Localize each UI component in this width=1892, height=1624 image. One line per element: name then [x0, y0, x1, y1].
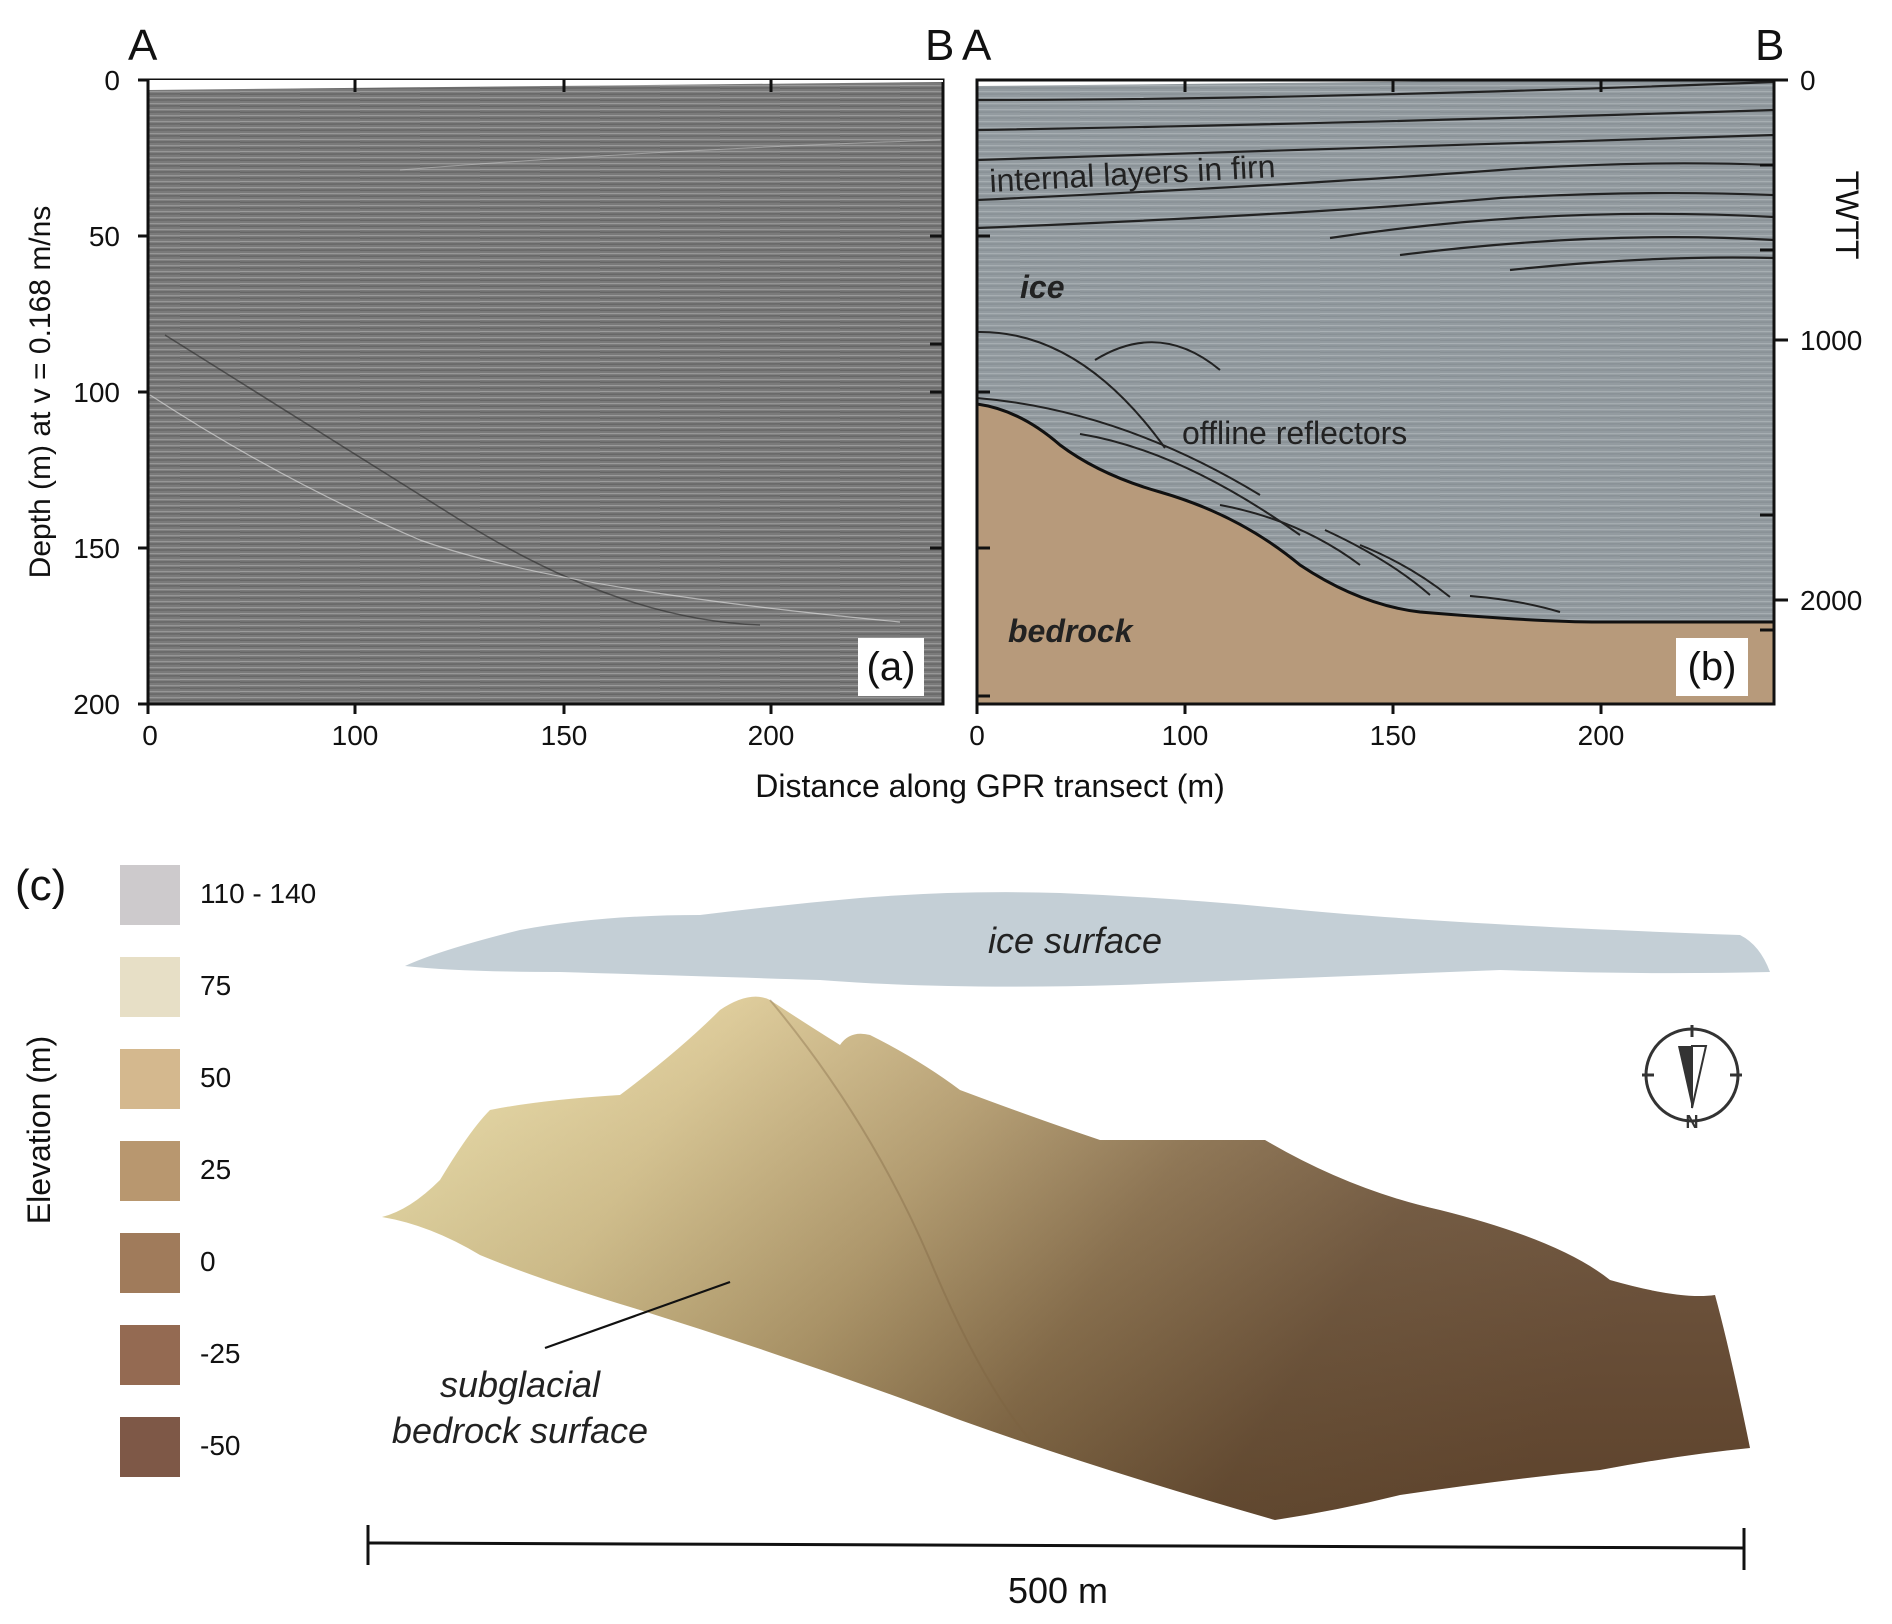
panel-a-xtick-label: 0 — [142, 720, 158, 751]
panel-b: 0 100 150 200 0 1000 2000 TWTT A B inter… — [962, 21, 1865, 751]
legend-swatch — [120, 1141, 180, 1201]
panel-b-offline-reflectors — [976, 330, 1561, 613]
elevation-legend: 110 - 140 75 50 25 0 -25 -50 — [120, 865, 316, 1477]
panel-a-ytick-label: 0 — [104, 65, 120, 96]
panel-c: (c) Elevation (m) 110 - 140 75 50 25 0 -… — [15, 861, 1770, 1611]
panel-b-bottom-ticks — [975, 704, 1603, 714]
legend-label: 25 — [200, 1154, 231, 1185]
panel-a-ytick-labels: 0 50 100 150 200 — [73, 65, 120, 720]
panel-b-right-tick-labels: 0 1000 2000 — [1800, 65, 1862, 616]
bedrock-label-line1: subglacial — [440, 1364, 601, 1405]
panel-b-label: (b) — [1688, 645, 1737, 689]
panel-b-xtick-label: 150 — [1370, 720, 1417, 751]
legend-swatch — [120, 1325, 180, 1385]
panel-a-corner-a: A — [128, 21, 158, 70]
panel-a-reflector-dipping — [164, 334, 761, 626]
panel-b-xtick-label: 200 — [1578, 720, 1625, 751]
panel-a-top-surface — [148, 80, 943, 90]
panel-a-right-ticks — [930, 234, 943, 550]
panel-b-right-tick-label: 0 — [1800, 65, 1816, 96]
panel-b-bedrock-interface — [976, 402, 1774, 624]
panel-b-xtick-labels: 0 100 150 200 — [969, 720, 1624, 751]
panel-c-label: (c) — [15, 861, 66, 910]
legend-label: 75 — [200, 970, 231, 1001]
legend-label: -25 — [200, 1338, 240, 1369]
bedrock-shading — [382, 996, 1750, 1520]
legend-swatch — [120, 957, 180, 1017]
legend-swatch — [120, 1233, 180, 1293]
panel-b-internal-layers — [976, 80, 1775, 272]
ice-surface-shape — [405, 892, 1770, 987]
annotation-ice: ice — [1020, 269, 1064, 305]
panel-a-xtick-label: 150 — [541, 720, 588, 751]
panel-a-reflector-upper — [399, 139, 941, 171]
bedrock-ridge — [769, 999, 1031, 1441]
panel-a-top-ticks — [353, 80, 773, 92]
panel-c-ylabel: Elevation (m) — [21, 1036, 57, 1225]
panel-a-label: (a) — [867, 645, 916, 689]
panel-b-left-ticks — [977, 234, 990, 698]
panel-b-top-ticks — [1183, 80, 1603, 92]
legend-swatch — [120, 1417, 180, 1477]
bedrock-label-line2: bedrock surface — [392, 1410, 648, 1451]
panel-b-xtick-label: 100 — [1162, 720, 1209, 751]
panel-b-corner-b: B — [1755, 21, 1784, 70]
legend-label: 50 — [200, 1062, 231, 1093]
panel-a-reflector-bedrock — [149, 394, 901, 623]
panel-a-ylabel: Depth (m) at v = 0.168 m/ns — [24, 206, 57, 579]
panel-b-label-box — [1676, 638, 1748, 696]
panel-a-ytick-label: 200 — [73, 689, 120, 720]
north-label: N — [1686, 1112, 1699, 1132]
panel-a-xtick-labels: 0 100 150 200 — [142, 720, 794, 751]
panel-a-ytick-label: 150 — [73, 533, 120, 564]
panel-a-xtick-label: 100 — [332, 720, 379, 751]
panel-a-label-box — [858, 638, 924, 696]
panel-b-right-tick-label: 2000 — [1800, 585, 1862, 616]
panel-a-radargram — [146, 78, 945, 706]
scale-bar — [366, 1525, 1746, 1570]
panel-b-corner-a: A — [962, 21, 992, 70]
legend-label: 0 — [200, 1246, 216, 1277]
panel-b-bedrock-area — [977, 404, 1774, 704]
panel-b-right-tick-label: 1000 — [1800, 325, 1862, 356]
panel-b-frame — [975, 78, 1776, 706]
panel-a-left-axis — [138, 78, 150, 706]
panel-a-bottom-ticks — [146, 704, 773, 714]
legend-label: -50 — [200, 1430, 240, 1461]
panel-a-corner-b: B — [925, 21, 954, 70]
scale-bar-label: 500 m — [1008, 1570, 1108, 1611]
panel-b-xtick-label: 0 — [969, 720, 985, 751]
legend-label: 110 - 140 — [200, 878, 316, 909]
panel-a-xtick-label: 200 — [748, 720, 795, 751]
legend-swatch — [120, 1049, 180, 1109]
annotation-offline-reflectors: offline reflectors — [1182, 415, 1407, 451]
panel-a-ytick-label: 50 — [89, 221, 120, 252]
shared-xlabel: Distance along GPR transect (m) — [755, 768, 1225, 804]
ice-surface-label: ice surface — [988, 920, 1162, 961]
north-arrow-icon: N — [1642, 1025, 1742, 1132]
panel-a: 0 50 100 150 200 0 100 150 200 Depth (m)… — [24, 21, 954, 751]
legend-swatch — [120, 865, 180, 925]
annotation-bedrock: bedrock — [1008, 613, 1135, 649]
bedrock-label-leader — [544, 1280, 731, 1350]
panel-a-ytick-label: 100 — [73, 377, 120, 408]
panel-b-right-axis-label: TWTT — [1829, 171, 1865, 260]
